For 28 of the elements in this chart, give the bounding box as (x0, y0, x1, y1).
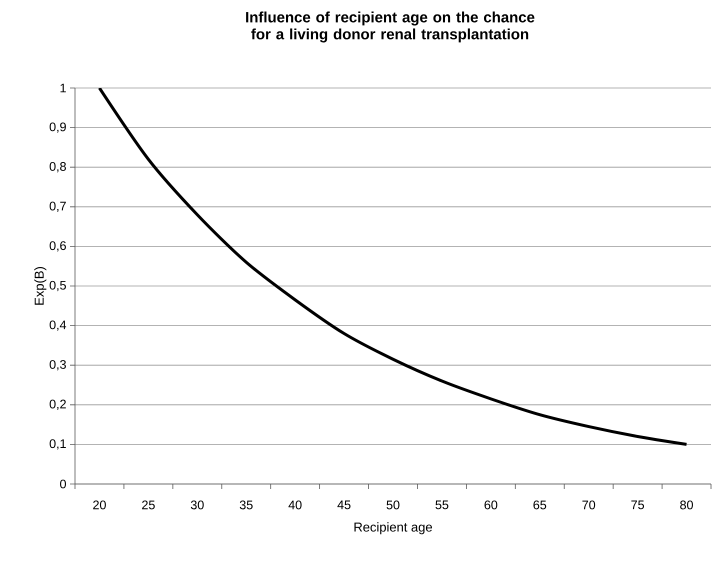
x-axis-title: Recipient age (354, 522, 432, 534)
x-tick-label: 30 (190, 500, 204, 510)
x-tick-label: 70 (582, 500, 596, 510)
x-tick-label: 40 (288, 500, 302, 510)
x-tick-label: 35 (240, 500, 253, 510)
y-tick-label: 0,8 (50, 162, 66, 172)
x-tick-label: 80 (680, 500, 693, 510)
x-tick-label: 25 (142, 500, 155, 510)
x-tick-label: 75 (631, 500, 644, 510)
y-tick-label: 0,9 (50, 122, 66, 133)
y-tick-label: 1 (60, 84, 66, 92)
x-tick-label: 45 (337, 500, 350, 510)
x-tick-label: 65 (533, 500, 546, 510)
y-tick-label: 0,5 (50, 280, 66, 292)
x-tick-label: 55 (436, 500, 448, 510)
y-axis-title: Exp(B) (34, 267, 46, 305)
y-tick-label: 0,7 (50, 202, 66, 212)
y-tick-label: 0,6 (50, 241, 66, 252)
x-tick-label: 20 (93, 500, 106, 510)
chart-title: Influence of recipient age on the chance for a living donor renal transplantation (246, 12, 534, 42)
y-tick-label: 0 (60, 480, 66, 488)
x-tick-label: 60 (484, 500, 498, 510)
y-tick-label: 0,2 (50, 400, 66, 410)
y-tick-label: 0,3 (50, 360, 66, 370)
x-tick-label: 50 (386, 500, 400, 510)
y-tick-label: 0,4 (50, 320, 66, 331)
line-series (98, 88, 688, 446)
y-tick-label: 0,1 (50, 439, 66, 450)
